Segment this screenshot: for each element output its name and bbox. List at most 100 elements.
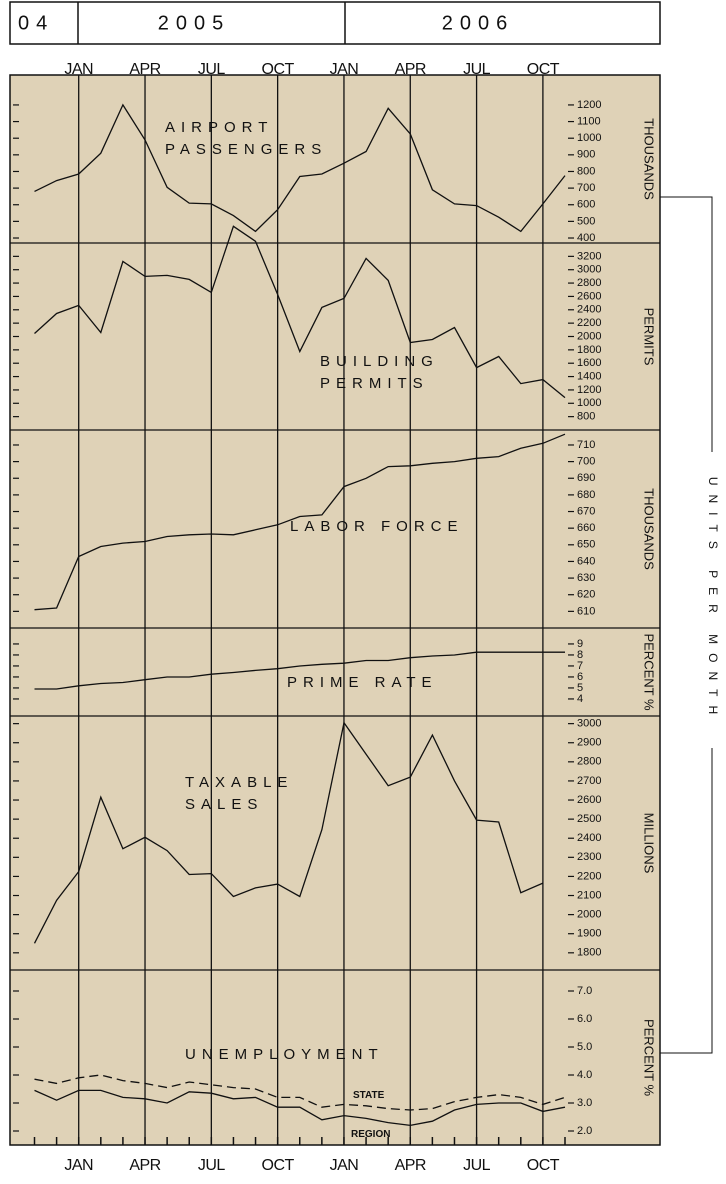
y-tick-label: 2600	[577, 794, 601, 806]
y-tick-label: 2500	[577, 813, 601, 825]
y-tick-label: 3000	[577, 264, 601, 276]
chart-title: AIRPORT	[165, 119, 273, 136]
y-axis-label: PERCENT %	[642, 1019, 657, 1096]
year-label: 2005	[158, 12, 231, 34]
data-line	[33, 721, 544, 944]
x-tick-label: APR	[395, 1157, 426, 1174]
y-tick-label: 2200	[577, 870, 601, 882]
x-tick-label: JUL	[198, 1157, 226, 1174]
header-box	[9, 1, 661, 45]
y-tick-label: 670	[577, 505, 595, 517]
chart-title: PASSENGERS	[165, 141, 327, 158]
y-tick-label: 4	[577, 693, 583, 705]
y-tick-label: 620	[577, 589, 595, 601]
y-tick-label: 1000	[577, 397, 601, 409]
y-tick-label: 710	[577, 439, 595, 451]
x-tick-label: APR	[129, 61, 160, 78]
chart-title: PERMITS	[320, 375, 429, 392]
x-tick-label: OCT	[527, 61, 560, 78]
chart-title: PRIME RATE	[287, 674, 438, 691]
y-tick-label: 1800	[577, 344, 601, 356]
y-tick-label: 2900	[577, 737, 601, 749]
x-tick-label: OCT	[262, 61, 295, 78]
y-tick-label: 5	[577, 682, 583, 694]
y-tick-label: 660	[577, 522, 595, 534]
y-axis-label: MILLIONS	[642, 813, 657, 874]
x-tick-label: JAN	[330, 61, 359, 78]
y-tick-label: 2200	[577, 317, 601, 329]
y-tick-label: 1800	[577, 947, 601, 959]
y-tick-label: 1100	[577, 115, 601, 127]
y-tick-label: 2000	[577, 909, 601, 921]
x-tick-label: OCT	[527, 1157, 560, 1174]
series-line	[34, 1089, 566, 1127]
chart-title: TAXABLE	[185, 774, 293, 791]
y-tick-label: 2300	[577, 851, 601, 863]
series-line	[34, 1074, 566, 1111]
y-tick-label: 6	[577, 671, 583, 683]
y-tick-label: 2400	[577, 832, 601, 844]
y-tick-label: 400	[577, 232, 595, 244]
y-tick-label: 2000	[577, 330, 601, 342]
y-tick-label: 1600	[577, 357, 601, 369]
chart-title: SALES	[185, 796, 263, 813]
data-line	[34, 433, 566, 611]
chart-title: LABOR FORCE	[290, 518, 464, 535]
plot-background	[9, 74, 661, 1146]
y-tick-label: 1400	[577, 370, 601, 382]
y-tick-label: 2400	[577, 304, 601, 316]
y-axis-label: PERCENT %	[642, 633, 657, 710]
y-tick-label: 4.0	[577, 1069, 592, 1081]
y-tick-label: 9	[577, 638, 583, 650]
y-tick-label: 2800	[577, 277, 601, 289]
y-tick-label: 3.0	[577, 1097, 592, 1109]
x-tick-label: JAN	[64, 1157, 93, 1174]
y-tick-label: 630	[577, 572, 595, 584]
y-tick-label: 2100	[577, 889, 601, 901]
bracket	[660, 196, 713, 452]
y-tick-label: 2600	[577, 290, 601, 302]
y-tick-label: 1900	[577, 928, 601, 940]
y-tick-label: 2800	[577, 756, 601, 768]
y-tick-label: 610	[577, 605, 595, 617]
y-tick-label: 500	[577, 215, 595, 227]
year-label: 2006	[442, 12, 515, 34]
y-tick-label: 640	[577, 555, 595, 567]
y-tick-label: 650	[577, 539, 595, 551]
x-tick-label: JAN	[330, 1157, 359, 1174]
side-label: UNITS PER MONTH	[706, 477, 720, 723]
series-label: STATE	[353, 1090, 385, 1101]
chart-title: BUILDING	[320, 353, 439, 370]
x-tick-label: JUL	[463, 61, 491, 78]
bracket	[660, 748, 713, 1054]
y-axis-label: THOUSANDS	[642, 488, 657, 570]
y-tick-label: 2700	[577, 775, 601, 787]
chart-title: UNEMPLOYMENT	[185, 1046, 384, 1063]
y-tick-label: 3000	[577, 718, 601, 730]
y-axis-label: PERMITS	[642, 308, 657, 366]
y-tick-label: 1200	[577, 384, 601, 396]
y-tick-label: 800	[577, 411, 595, 423]
y-tick-label: 8	[577, 649, 583, 661]
y-tick-label: 5.0	[577, 1041, 592, 1053]
year-label: 04	[18, 12, 54, 34]
y-tick-label: 2.0	[577, 1125, 592, 1137]
y-tick-label: 600	[577, 199, 595, 211]
x-tick-label: APR	[395, 61, 426, 78]
y-tick-label: 700	[577, 456, 595, 468]
y-tick-label: 1200	[577, 99, 601, 111]
data-line	[34, 103, 566, 233]
y-tick-label: 6.0	[577, 1013, 592, 1025]
x-tick-label: APR	[129, 1157, 160, 1174]
x-tick-label: JAN	[64, 61, 93, 78]
x-tick-label: JUL	[463, 1157, 491, 1174]
series-label: REGION	[351, 1129, 390, 1140]
y-tick-label: 7.0	[577, 985, 592, 997]
data-line	[34, 651, 565, 690]
x-tick-label: OCT	[262, 1157, 295, 1174]
y-tick-label: 700	[577, 182, 595, 194]
y-tick-label: 900	[577, 149, 595, 161]
y-tick-label: 7	[577, 660, 583, 672]
y-tick-label: 3200	[577, 250, 601, 262]
